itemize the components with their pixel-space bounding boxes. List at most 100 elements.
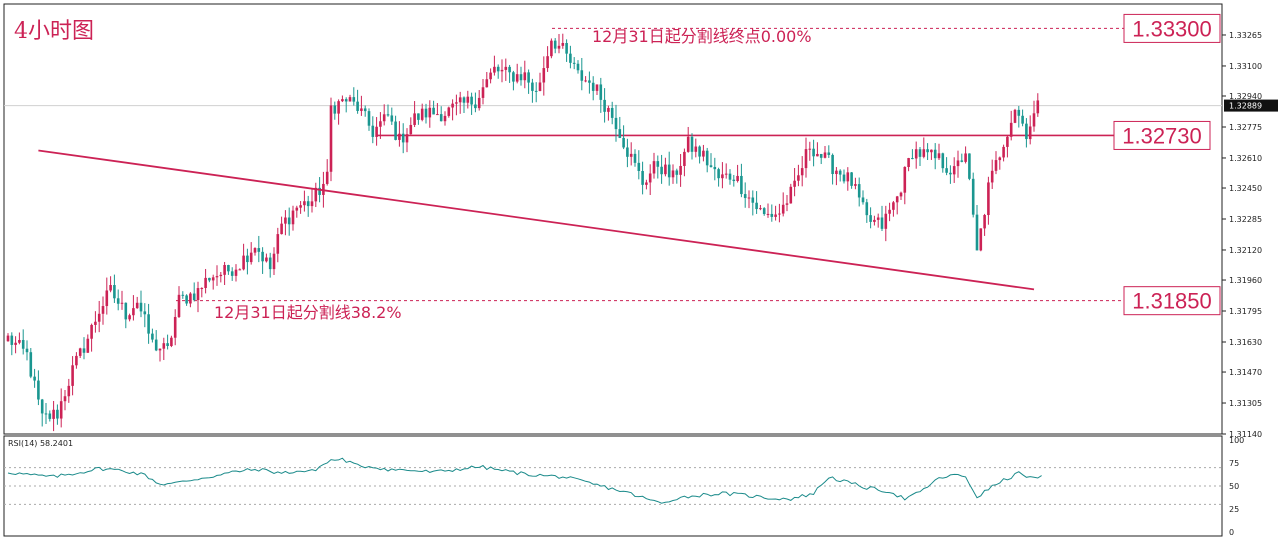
candle — [284, 210, 287, 236]
candle — [477, 90, 481, 111]
candle — [280, 216, 283, 235]
candle — [1002, 144, 1005, 162]
candle — [626, 138, 629, 168]
candle — [303, 190, 306, 212]
candle — [306, 195, 310, 217]
candle — [185, 294, 188, 306]
candle — [337, 99, 340, 125]
candle — [914, 141, 918, 169]
candle — [314, 182, 318, 208]
candle — [808, 141, 812, 161]
candle — [489, 68, 492, 84]
candle — [546, 46, 549, 72]
candle — [660, 154, 663, 184]
candle — [561, 33, 565, 49]
candle — [33, 368, 36, 388]
candle — [261, 247, 264, 274]
candle — [1025, 118, 1028, 148]
candle — [880, 205, 884, 232]
candle — [500, 59, 504, 83]
candle — [538, 72, 542, 92]
candle — [690, 133, 694, 160]
candle — [249, 242, 253, 265]
candle — [10, 332, 14, 356]
price-tick-label: 1.31795 — [1229, 307, 1262, 316]
candle — [542, 56, 546, 96]
candle — [553, 38, 557, 54]
candle — [363, 105, 367, 117]
candle — [591, 76, 595, 101]
rsi-tick-label: 50 — [1229, 482, 1239, 491]
candle — [778, 203, 781, 223]
candle — [854, 177, 857, 190]
candle — [743, 182, 747, 208]
candle — [170, 335, 173, 348]
candle — [789, 183, 793, 204]
candle — [857, 177, 861, 207]
candle — [192, 282, 196, 302]
candle — [291, 205, 295, 231]
candle — [78, 347, 82, 359]
candle — [1006, 135, 1009, 158]
rsi-tick-label: 0 — [1229, 528, 1234, 537]
candle — [603, 88, 606, 123]
candle — [599, 77, 603, 113]
candle — [622, 125, 625, 150]
candle — [139, 290, 143, 318]
candle — [86, 334, 90, 353]
candle — [812, 139, 815, 167]
candle — [443, 111, 447, 126]
candle — [736, 164, 739, 183]
candle — [71, 356, 74, 396]
candle — [637, 150, 641, 180]
candle — [67, 378, 71, 403]
candle — [344, 97, 348, 113]
candle — [550, 38, 553, 59]
candle — [1013, 108, 1017, 124]
candle — [922, 137, 926, 159]
candle — [717, 167, 720, 187]
rsi-title: RSI(14) 58.2401 — [8, 439, 73, 448]
candle — [937, 143, 941, 160]
candle — [272, 247, 276, 276]
candle — [759, 204, 762, 211]
candle — [800, 156, 804, 187]
candle — [348, 94, 352, 102]
candle — [721, 162, 724, 189]
candle — [257, 235, 261, 263]
candle — [831, 153, 834, 185]
candle — [379, 112, 382, 139]
candle — [918, 146, 922, 166]
candle — [356, 89, 359, 114]
candle — [892, 200, 895, 217]
candle — [679, 153, 682, 187]
price-tick-label: 1.32120 — [1229, 246, 1262, 255]
candle — [493, 55, 496, 76]
candle — [29, 348, 33, 379]
candle — [819, 153, 823, 165]
candle — [994, 151, 998, 175]
candle — [607, 105, 610, 121]
candle — [569, 45, 572, 69]
candle — [766, 203, 770, 218]
candle — [633, 149, 637, 167]
candle — [458, 91, 462, 114]
level-box — [1123, 13, 1221, 43]
candle — [90, 323, 93, 352]
candle — [941, 152, 945, 173]
candle — [534, 82, 538, 103]
price-tick-label: 1.31960 — [1229, 276, 1262, 285]
candle — [405, 128, 409, 153]
level-box — [1123, 286, 1221, 316]
candle — [394, 115, 397, 141]
candle — [101, 296, 105, 325]
candle — [360, 95, 363, 116]
candle — [770, 204, 774, 222]
candle — [1021, 109, 1024, 127]
candle — [386, 104, 390, 117]
candle — [527, 69, 530, 94]
candle — [667, 151, 671, 186]
level-label: 1.32730 — [1122, 123, 1202, 148]
candle — [44, 402, 48, 425]
